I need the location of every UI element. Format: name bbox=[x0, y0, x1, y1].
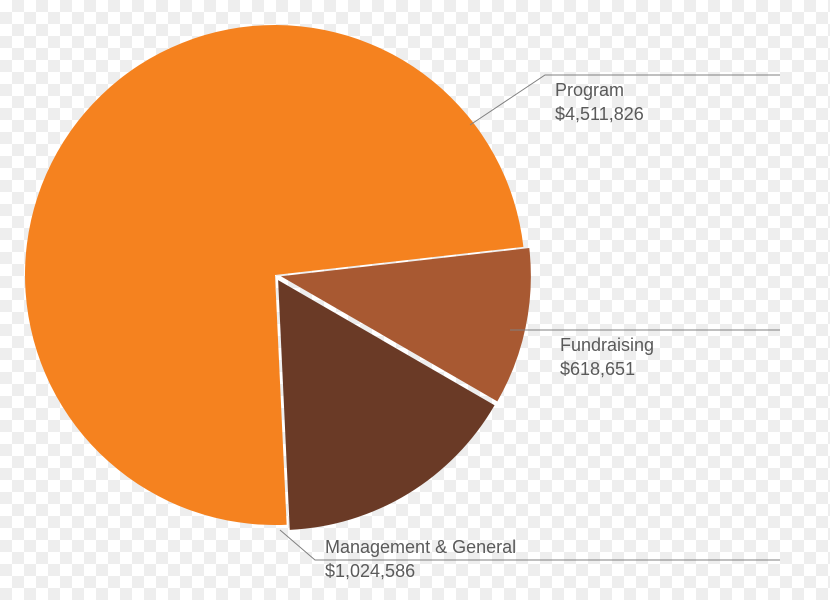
pie-chart bbox=[0, 0, 830, 600]
label-fundraising: Fundraising $618,651 bbox=[560, 333, 654, 382]
label-program-name: Program bbox=[555, 80, 624, 100]
label-program-amount: $4,511,826 bbox=[555, 102, 644, 126]
label-program: Program $4,511,826 bbox=[555, 78, 644, 127]
label-management-name: Management & General bbox=[325, 537, 516, 557]
label-management-amount: $1,024,586 bbox=[325, 559, 516, 583]
label-fundraising-amount: $618,651 bbox=[560, 357, 654, 381]
label-fundraising-name: Fundraising bbox=[560, 335, 654, 355]
label-management: Management & General $1,024,586 bbox=[325, 535, 516, 584]
